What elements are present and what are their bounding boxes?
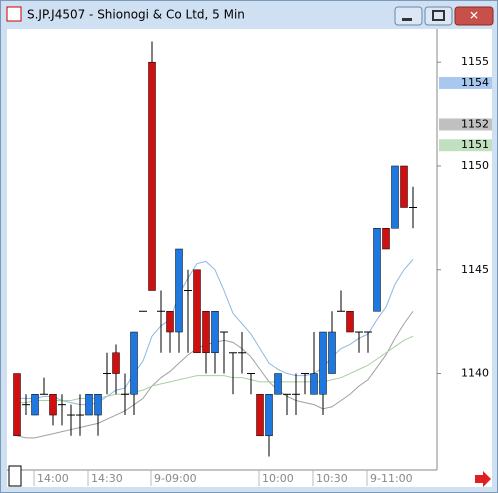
candle-body [13,373,21,437]
minimize-button[interactable] [394,6,423,26]
candle-body [112,352,120,374]
scroll-right-arrow[interactable] [475,471,491,487]
candle-body [85,394,93,416]
price-marker [439,139,492,152]
candle-body [202,311,210,354]
moving-average-line [17,259,414,406]
x-tick-label: 14:30 [91,472,123,485]
candle-body [310,373,318,395]
candle-body [328,331,336,374]
close-button[interactable] [454,6,494,26]
y-tick-label: 1140 [461,367,489,380]
price-marker-label: 1154 [461,76,489,89]
price-marker-label: 1152 [461,117,489,130]
chart-title: S.JP.J4507 - Shionogi & Co Ltd, 5 Min [27,8,245,22]
candle-body [148,61,156,291]
candle-body [265,394,273,437]
candle-body [391,165,399,229]
x-tick-label: 14:00 [37,472,69,485]
candle-body [211,311,219,354]
price-marker-label: 1151 [461,138,489,151]
candle-body [400,165,408,208]
y-tick-label: 1150 [461,159,489,172]
candle-body [31,394,39,416]
moving-average-line [17,335,414,404]
price-marker [439,76,492,89]
candle-body [94,394,102,416]
candle-body [166,311,174,333]
scroll-box[interactable] [8,465,22,487]
candle-body [382,227,390,250]
y-tick-label: 1155 [461,55,489,68]
candle-body [130,331,138,395]
close-icon: ✕ [469,9,479,23]
maximize-icon [432,10,445,21]
x-tick-label: 9-09:00 [154,472,197,485]
candle-body [49,394,57,416]
candle-body [256,394,264,437]
x-tick-label: 10:30 [316,472,348,485]
minimize-icon [402,18,412,21]
x-tick-label: 10:00 [262,472,294,485]
candle-body [319,331,327,395]
candle-body [193,269,201,354]
price-marker [439,118,492,131]
candle-body [373,227,381,312]
candle-body [175,248,183,333]
y-tick-label: 1145 [461,263,489,276]
maximize-button[interactable] [424,6,453,26]
app-icon [6,6,22,22]
x-tick-label: 9-11:00 [370,472,413,485]
candle-body [274,373,282,395]
candle-body [346,311,354,333]
